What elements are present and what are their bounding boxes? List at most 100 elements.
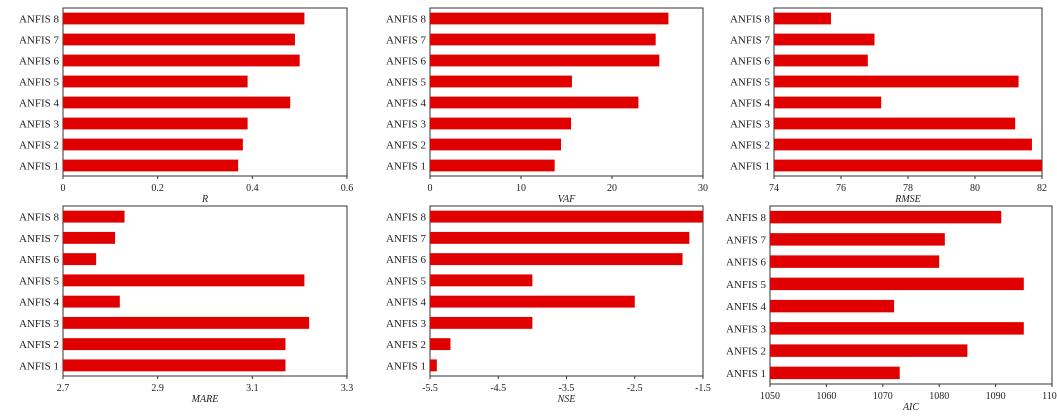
category-label: ANFIS 4 bbox=[19, 297, 60, 309]
plot-frame bbox=[429, 205, 704, 377]
x-tick-label: 0 bbox=[61, 183, 66, 194]
x-tick-label: -5.5 bbox=[422, 383, 438, 394]
x-tick-label: 82 bbox=[1037, 183, 1047, 194]
category-label: ANFIS 8 bbox=[386, 14, 427, 26]
x-tick-label: 0.2 bbox=[151, 183, 164, 194]
category-label: ANFIS 5 bbox=[19, 275, 60, 287]
x-tick-label: 10 bbox=[516, 183, 526, 194]
category-label: ANFIS 2 bbox=[19, 140, 59, 152]
x-tick-label: 3.3 bbox=[341, 383, 354, 394]
bar-anfis-7 bbox=[430, 231, 690, 244]
category-label: ANFIS 4 bbox=[386, 297, 427, 309]
category-label: ANFIS 6 bbox=[19, 254, 60, 266]
category-label: ANFIS 3 bbox=[19, 318, 60, 330]
category-label: ANFIS 3 bbox=[726, 323, 767, 335]
bar-anfis-5 bbox=[430, 274, 533, 287]
category-label: ANFIS 3 bbox=[386, 119, 427, 131]
x-tick-label: 2.9 bbox=[151, 383, 164, 394]
category-label: ANFIS 3 bbox=[386, 318, 427, 330]
category-label: ANFIS 2 bbox=[726, 346, 766, 358]
x-tick-label: 0.4 bbox=[246, 183, 259, 194]
bar-anfis-5 bbox=[774, 75, 1019, 88]
bar-anfis-3 bbox=[63, 316, 310, 329]
x-tick-label: 1050 bbox=[760, 391, 780, 402]
category-label: ANFIS 3 bbox=[730, 119, 771, 131]
bar-anfis-4 bbox=[63, 295, 120, 308]
category-label: ANFIS 5 bbox=[386, 77, 427, 89]
x-tick-label: -4.5 bbox=[490, 383, 506, 394]
chart-panel-4: ANFIS 1 ANFIS 2 ANFIS 3 ANFIS 4 ANFIS 5 ANFIS… bbox=[19, 205, 354, 405]
bar-anfis-1 bbox=[63, 159, 239, 172]
bar-anfis-2 bbox=[63, 338, 286, 351]
bar-anfis-4 bbox=[63, 96, 291, 109]
bar-anfis-1 bbox=[63, 359, 286, 372]
x-tick-label: 74 bbox=[769, 183, 779, 194]
category-label: ANFIS 1 bbox=[19, 161, 59, 173]
x-axis-label: VAF bbox=[558, 194, 576, 205]
x-tick-label: 1100 bbox=[1042, 391, 1057, 402]
category-label: ANFIS 1 bbox=[730, 161, 770, 173]
category-label: ANFIS 6 bbox=[386, 254, 427, 266]
x-tick-label: 78 bbox=[903, 183, 913, 194]
bar-anfis-7 bbox=[63, 231, 116, 244]
chart-panel-5: ANFIS 1 ANFIS 2 ANFIS 3 ANFIS 4 ANFIS 5 ANFIS… bbox=[386, 205, 711, 405]
category-label: ANFIS 2 bbox=[19, 339, 59, 351]
bar-anfis-6 bbox=[63, 253, 97, 266]
x-tick-label: 3.1 bbox=[246, 383, 259, 394]
bar-anfis-8 bbox=[430, 12, 669, 25]
plot-frame bbox=[62, 7, 348, 177]
chart-panel-1: ANFIS 1 ANFIS 2 ANFIS 3 ANFIS 4 ANFIS 5 ANFIS… bbox=[19, 7, 354, 205]
category-label: ANFIS 7 bbox=[726, 234, 767, 246]
bar-anfis-6 bbox=[770, 255, 940, 268]
bar-anfis-6 bbox=[430, 253, 683, 266]
bar-anfis-8 bbox=[774, 12, 831, 25]
bar-anfis-5 bbox=[430, 75, 572, 88]
category-label: ANFIS 3 bbox=[19, 119, 60, 131]
category-label: ANFIS 8 bbox=[19, 212, 60, 224]
x-tick-label: 76 bbox=[836, 183, 846, 194]
bar-anfis-7 bbox=[430, 33, 656, 46]
category-label: ANFIS 7 bbox=[386, 35, 427, 47]
x-tick-label: 1080 bbox=[929, 391, 949, 402]
bar-anfis-5 bbox=[770, 277, 1024, 291]
bar-anfis-1 bbox=[430, 359, 437, 372]
bar-anfis-1 bbox=[770, 366, 900, 380]
category-label: ANFIS 6 bbox=[730, 56, 771, 68]
bar-anfis-2 bbox=[430, 338, 451, 351]
chart-panel-6: ANFIS 1 ANFIS 2 ANFIS 3 ANFIS 4 ANFIS 5 ANFIS… bbox=[726, 205, 1057, 413]
category-label: ANFIS 6 bbox=[726, 257, 767, 269]
x-tick-label: 1090 bbox=[986, 391, 1006, 402]
x-tick-label: 1070 bbox=[873, 391, 893, 402]
category-label: ANFIS 1 bbox=[726, 368, 766, 380]
bar-anfis-2 bbox=[770, 344, 968, 357]
category-label: ANFIS 7 bbox=[19, 35, 60, 47]
plot-frame bbox=[769, 205, 1053, 385]
bar-anfis-7 bbox=[770, 233, 945, 246]
plot-frame bbox=[773, 7, 1043, 177]
bar-anfis-5 bbox=[63, 75, 248, 88]
category-label: ANFIS 1 bbox=[386, 161, 426, 173]
bar-anfis-8 bbox=[63, 12, 305, 25]
bar-anfis-6 bbox=[63, 54, 300, 67]
category-label: ANFIS 8 bbox=[19, 14, 60, 26]
bar-anfis-4 bbox=[770, 299, 895, 313]
bar-anfis-7 bbox=[774, 33, 875, 46]
x-axis-label: NSE bbox=[557, 394, 576, 405]
chart-panel-3: ANFIS 1 ANFIS 2 ANFIS 3 ANFIS 4 ANFIS 5 ANFIS… bbox=[730, 7, 1047, 205]
bar-anfis-2 bbox=[774, 138, 1032, 151]
bar-anfis-4 bbox=[774, 96, 882, 109]
bar-anfis-8 bbox=[430, 210, 703, 223]
bar-anfis-3 bbox=[430, 316, 533, 329]
x-axis-label: MARE bbox=[191, 394, 219, 405]
category-label: ANFIS 4 bbox=[19, 98, 60, 110]
chart-panel-2: ANFIS 1 ANFIS 2 ANFIS 3 ANFIS 4 ANFIS 5 ANFIS… bbox=[386, 7, 708, 205]
x-tick-label: 0.6 bbox=[341, 183, 354, 194]
category-label: ANFIS 7 bbox=[386, 233, 427, 245]
x-tick-label: 30 bbox=[698, 183, 708, 194]
category-label: ANFIS 8 bbox=[386, 212, 427, 224]
x-tick-label: 1060 bbox=[816, 391, 836, 402]
category-label: ANFIS 6 bbox=[386, 56, 427, 68]
category-label: ANFIS 1 bbox=[386, 360, 426, 372]
x-tick-label: 0 bbox=[428, 183, 433, 194]
